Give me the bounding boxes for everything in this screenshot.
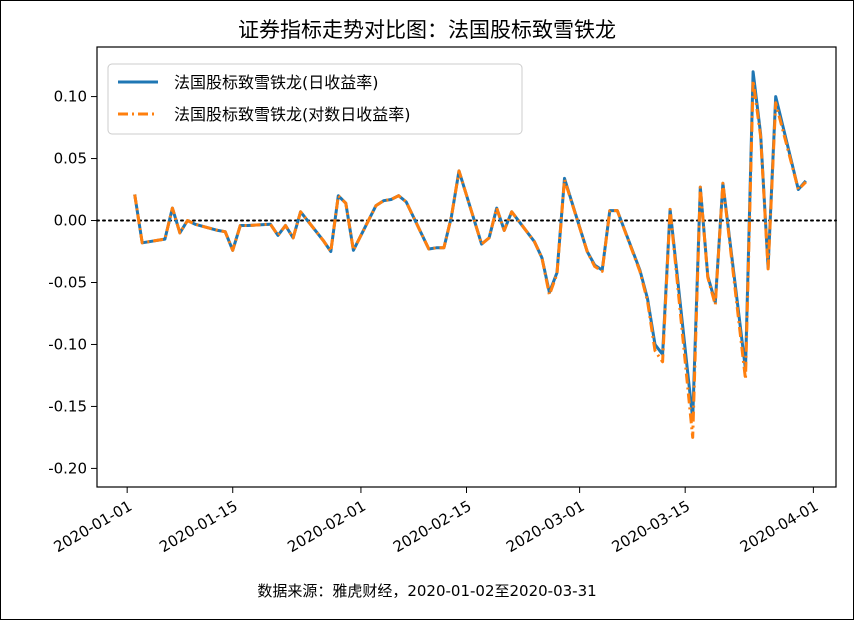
y-tick-label: 0.05 <box>54 150 87 168</box>
series-line-1 <box>133 79 807 439</box>
legend-box <box>107 63 523 135</box>
x-tick-label: 2020-02-15 <box>390 497 475 556</box>
y-tick-label: -0.05 <box>48 273 87 291</box>
x-tick-label: 2020-01-15 <box>156 497 241 556</box>
legend-label-0: 法国股标致雪铁龙(日收益率) <box>174 73 379 92</box>
data-source-note: 数据来源：雅虎财经，2020-01-02至2020-03-31 <box>257 582 597 600</box>
y-tick-label: 0.00 <box>54 212 87 230</box>
x-tick-label: 2020-01-01 <box>51 497 136 556</box>
x-tick-label: 2020-03-01 <box>503 497 588 556</box>
chart-title: 证券指标走势对比图：法国股标致雪铁龙 <box>238 18 616 42</box>
y-tick-label: 0.10 <box>54 88 87 106</box>
y-tick-label: -0.15 <box>48 397 87 415</box>
legend-label-1: 法国股标致雪铁龙(对数日收益率) <box>174 105 411 124</box>
y-tick-label: -0.20 <box>48 459 87 477</box>
x-tick-label: 2020-04-01 <box>737 497 822 556</box>
y-tick-label: -0.10 <box>48 335 87 353</box>
x-tick-label: 2020-03-15 <box>609 497 694 556</box>
x-tick-label: 2020-02-01 <box>284 497 369 556</box>
